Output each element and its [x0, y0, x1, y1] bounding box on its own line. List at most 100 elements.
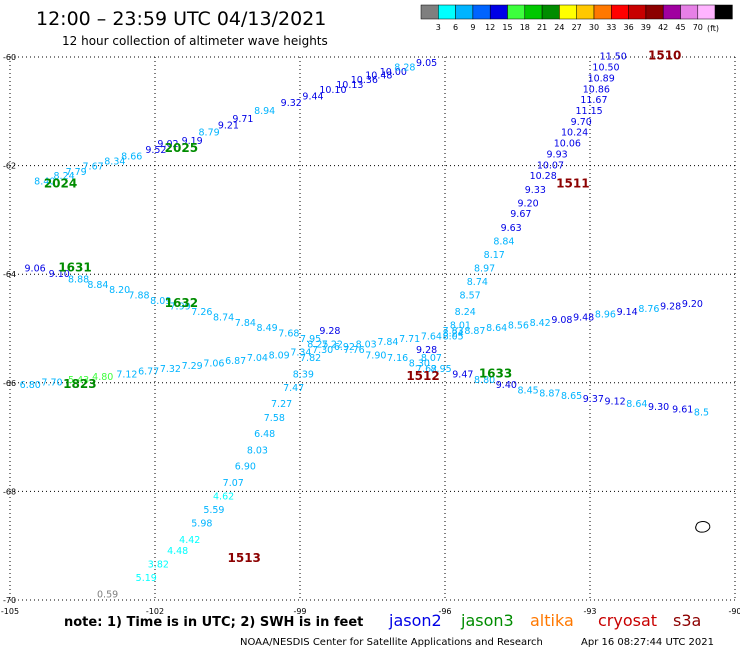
wave-height-label: 9.12: [605, 397, 626, 408]
wave-height-label: 7.06: [203, 359, 224, 370]
y-tick-label: -64: [3, 270, 16, 279]
wave-height-label: 8.09: [269, 350, 290, 361]
wave-height-label: 5.43: [68, 375, 89, 386]
colorbar-swatch: [628, 4, 647, 20]
wave-height-label: 6.90: [235, 462, 256, 473]
wave-height-label: 8.39: [293, 369, 314, 380]
colorbar-tick-label: 30: [589, 23, 599, 32]
wave-height-label: 9.52: [145, 145, 166, 156]
pass-number-label: 1633: [479, 366, 512, 380]
satellite-name: jason2: [388, 611, 442, 630]
wave-height-label: 7.71: [399, 334, 420, 345]
wave-height-label: 8.17: [484, 250, 505, 261]
satellite-name: cryosat: [598, 611, 657, 630]
wave-height-label: 7.62: [416, 364, 437, 375]
wave-height-label: 8.34: [104, 157, 125, 168]
wave-height-label: 4.42: [179, 535, 200, 546]
wave-height-label: 8.87: [464, 326, 485, 337]
colorbar-swatch: [541, 4, 560, 20]
wave-height-label: 9.70: [571, 117, 592, 128]
wave-height-label: 8.84: [493, 236, 514, 247]
colorbar-tick-label: 24: [554, 23, 564, 32]
wave-height-label: 9.47: [452, 369, 473, 380]
colorbar-swatch: [455, 4, 474, 20]
wave-height-label: 7.30: [312, 345, 333, 356]
wave-height-label: 7.22: [322, 340, 343, 351]
wave-height-label: 9.21: [218, 121, 239, 132]
wave-height-label: 7.07: [223, 478, 244, 489]
colorbar-swatch: [680, 4, 699, 20]
wave-height-label: 8.64: [626, 399, 647, 410]
wave-height-label: 8.65: [561, 391, 582, 402]
pass-number-label: 1511: [556, 176, 589, 190]
x-tick-label: -90: [728, 607, 740, 616]
wave-height-label: 9.14: [617, 307, 638, 318]
pass-number-label: 1512: [406, 369, 439, 383]
colorbar-tick-label: 27: [572, 23, 582, 32]
wave-height-label: 6.80: [20, 380, 41, 391]
wave-height-label: 3.82: [148, 559, 169, 570]
wave-height-label: 7.70: [41, 378, 62, 389]
wave-height-label: 9.61: [672, 405, 693, 416]
wave-height-label: 11.67: [580, 95, 607, 106]
colorbar-unit: (ft): [707, 24, 719, 33]
wave-height-label: 8.24: [54, 171, 75, 182]
wave-height-label: 10.06: [554, 139, 581, 150]
wave-height-label: 7.95: [300, 334, 321, 345]
colorbar-swatch: [645, 4, 664, 20]
wave-height-label: 6.87: [225, 356, 246, 367]
colorbar-swatch: [576, 4, 595, 20]
wave-height-label: 9.33: [525, 185, 546, 196]
y-tick-label: -62: [3, 162, 16, 171]
wave-height-label: 8.97: [474, 263, 495, 274]
wave-height-label: 7.12: [116, 369, 137, 380]
satellite-name: s3a: [673, 611, 701, 630]
wave-height-label: 0.59: [97, 589, 118, 600]
wave-height-label: 11.50: [600, 52, 627, 63]
wave-height-label: 7.99: [170, 301, 191, 312]
page-subtitle: 12 hour collection of altimeter wave hei…: [62, 34, 328, 48]
wave-height-label: 7.16: [387, 353, 408, 364]
colorbar-tick-label: 21: [537, 23, 547, 32]
wave-height-label: 9.28: [416, 345, 437, 356]
x-tick-label: -105: [1, 607, 19, 616]
satellite-name: jason3: [460, 611, 514, 630]
wave-height-label: 8.96: [595, 310, 616, 321]
pass-number-label: 1510: [648, 49, 681, 63]
wave-height-label: 10.07: [537, 160, 564, 171]
colorbar-swatch: [489, 4, 508, 20]
x-tick-label: -102: [146, 607, 164, 616]
wave-height-label: 9.40: [496, 380, 517, 391]
wave-height-label: 7.68: [278, 329, 299, 340]
wave-height-label: 10.50: [592, 63, 619, 74]
colorbar-tick-label: 9: [470, 23, 475, 32]
x-tick-label: -96: [438, 607, 451, 616]
colorbar-tick-label: 39: [641, 23, 651, 32]
wave-height-label: 8.84: [87, 280, 108, 291]
colorbar-tick-label: 15: [502, 23, 512, 32]
wave-height-label: 8.01: [450, 321, 471, 332]
wave-height-label: 8.64: [486, 323, 507, 334]
colorbar-swatch: [507, 4, 526, 20]
wave-height-label: 5.59: [203, 505, 224, 516]
pass-number-label: 1631: [58, 260, 91, 274]
colorbar-swatch: [611, 4, 629, 20]
y-tick-label: -70: [3, 596, 16, 605]
wave-height-label: 8.80: [474, 375, 495, 386]
y-tick-label: -66: [3, 379, 16, 388]
wave-height-label: 7.84: [235, 318, 256, 329]
wave-height-label: 8.30: [409, 359, 430, 370]
wave-height-label: 5.98: [191, 519, 212, 530]
wave-height-label: 9.28: [660, 301, 681, 312]
wave-height-label: 8.88: [68, 274, 89, 285]
footer-timestamp: Apr 16 08:27:44 UTC 2021: [581, 637, 714, 648]
colorbar-swatch: [593, 4, 612, 20]
wave-height-label: 10.28: [530, 171, 557, 182]
wave-height-label: 7.29: [182, 361, 203, 372]
wave-height-label: 8.66: [121, 152, 142, 163]
wave-height-label: 8.05: [443, 331, 464, 342]
wave-height-label: 7.83: [443, 326, 464, 337]
wave-height-label: 6.48: [254, 429, 275, 440]
y-tick-label: -68: [3, 487, 16, 496]
